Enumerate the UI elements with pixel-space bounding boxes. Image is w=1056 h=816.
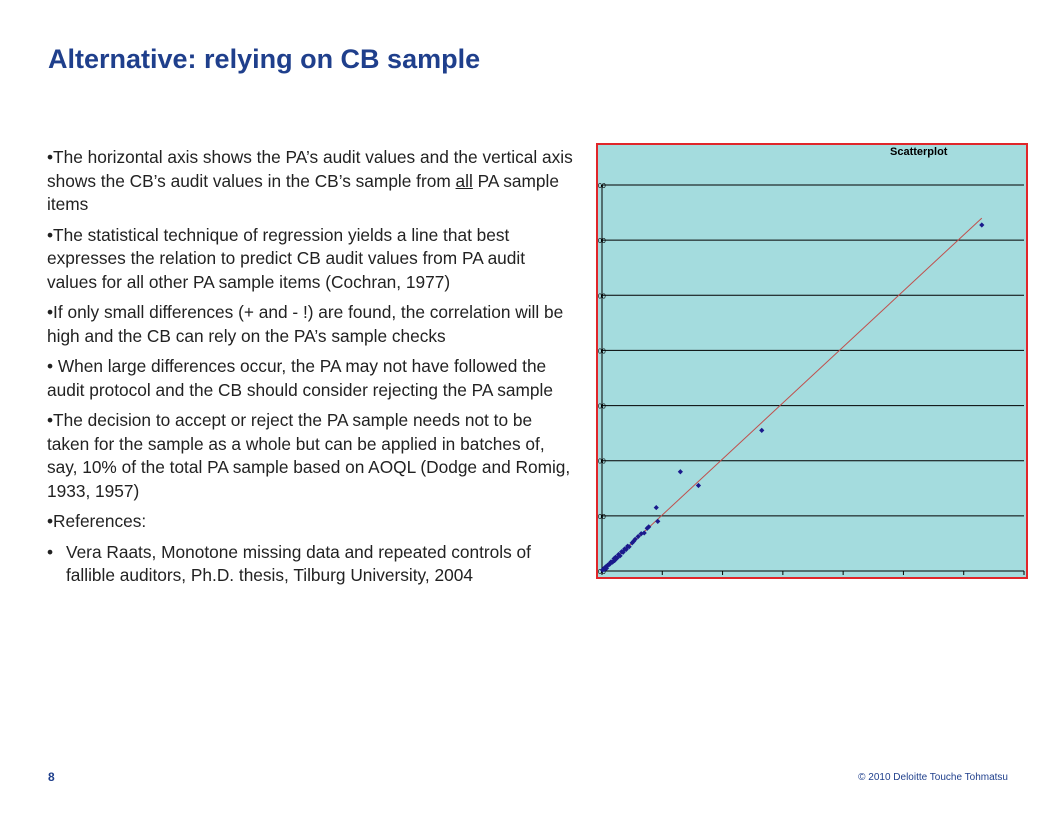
bullet-references-heading: •References: — [47, 511, 147, 531]
scatter-point — [629, 540, 635, 546]
y-tick-label: 00 — [598, 348, 606, 355]
bullet-large-differences: • When large differences occur, the PA m… — [47, 356, 553, 400]
reference-bullet: • — [47, 541, 54, 562]
reference-list: • Vera Raats, Monotone missing data and … — [47, 541, 577, 588]
bullet-small-differences: •If only small differences (+ and - !) a… — [47, 302, 564, 346]
scatter-point — [655, 518, 661, 524]
chart-points — [600, 222, 985, 573]
bullet-axes-text: •The horizontal axis shows the PA’s audi… — [47, 147, 573, 191]
scatter-point — [617, 553, 623, 559]
slide-title: Alternative: relying on CB sample — [48, 44, 481, 74]
y-tick-label: 00 — [598, 404, 606, 411]
scatter-point — [623, 546, 629, 553]
bullet-axes-text-end: PA sample items — [47, 170, 559, 215]
scatter-point — [612, 557, 618, 564]
scatter-point — [653, 504, 659, 511]
bullet-axes: •The horizontal axis shows the PA’s audi… — [47, 146, 577, 217]
scatter-point — [646, 524, 652, 530]
y-tick-label: 00 — [598, 183, 606, 190]
bullet-axes-underlined: all — [455, 170, 473, 191]
scatter-point — [626, 544, 632, 550]
scatter-point — [631, 538, 637, 544]
scatter-point — [677, 469, 683, 475]
regression-trendline — [601, 217, 983, 572]
scatterplot-svg: Scatterplot 00 00 00 00 00 00 00 00 — [598, 146, 1025, 576]
scatter-point — [695, 482, 702, 489]
chart-gridlines — [601, 184, 1025, 575]
bullet-decision: •The decision to accept or reject the PA… — [47, 410, 571, 501]
chart-trendline-group — [601, 217, 983, 572]
scatterplot-chart: Scatterplot 00 00 00 00 00 00 00 00 — [596, 143, 1028, 579]
reference-text: Vera Raats, Monotone missing data and re… — [66, 541, 531, 586]
y-tick-label: 00 — [598, 514, 606, 521]
y-tick-label: 00 — [598, 459, 606, 466]
scatter-point — [641, 530, 647, 536]
bullet-list: •The horizontal axis shows the PA’s audi… — [47, 146, 577, 588]
bullet-regression: •The statistical technique of regression… — [47, 224, 526, 292]
page-number: 8 — [48, 770, 55, 784]
reference-item: • Vera Raats, Monotone missing data and … — [47, 541, 577, 588]
copyright-notice: © 2010 Deloitte Touche Tohmatsu — [858, 772, 1008, 783]
chart-y-tick-labels: 00 00 00 00 00 00 00 00 — [598, 183, 606, 576]
chart-title: Scatterplot — [890, 146, 948, 158]
y-tick-label: 00 — [598, 293, 606, 300]
scatter-point — [620, 549, 626, 555]
y-tick-label: 00 — [598, 238, 606, 245]
scatter-point — [979, 222, 985, 228]
scatter-point — [759, 427, 765, 433]
y-tick-label: 00 — [598, 569, 606, 576]
scatter-point — [635, 533, 641, 540]
